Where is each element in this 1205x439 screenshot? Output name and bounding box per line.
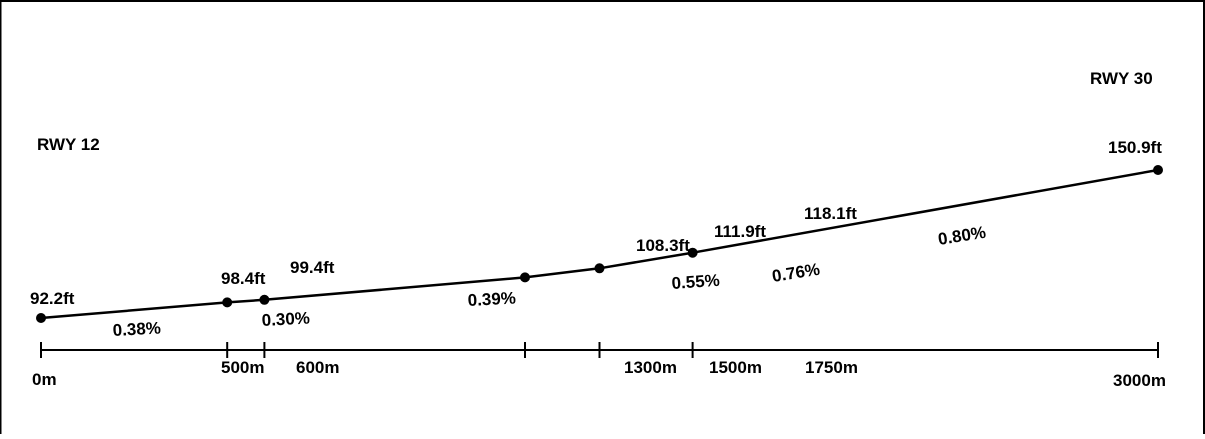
- runway-end-right-label: RWY 30: [1090, 69, 1153, 88]
- distance-label-600m: 600m: [296, 358, 339, 377]
- distance-ticks: [40, 342, 1159, 358]
- elevation-label-600m: 99.4ft: [290, 258, 335, 277]
- elevation-label-500m: 98.4ft: [221, 269, 266, 288]
- elevation-point-600m: [259, 294, 270, 305]
- elevation-label-1750m: 118.1ft: [804, 204, 857, 223]
- gradient-label-1750-3000: 0.80%: [937, 223, 988, 249]
- distance-label-500m: 500m: [221, 358, 264, 377]
- elevation-profile-line: [40, 168, 1159, 320]
- gradient-label-500-600: 0.30%: [261, 308, 310, 329]
- elevation-label-0m: 92.2ft: [30, 289, 75, 308]
- gradient-label-0-500: 0.38%: [112, 318, 161, 339]
- distance-label-3000m: 3000m: [1113, 371, 1166, 390]
- elevation-point-500m: [222, 297, 233, 308]
- elevation-point-1300m: [520, 272, 530, 283]
- elevation-points: [36, 165, 1163, 323]
- elevation-label-3000m: 150.9ft: [1108, 138, 1162, 157]
- gradient-label-1500-1750: 0.76%: [771, 260, 822, 286]
- runway-end-left-label: RWY 12: [37, 135, 100, 154]
- gradient-label-600-1300: 0.39%: [467, 288, 516, 309]
- distance-label-1750m: 1750m: [805, 358, 858, 377]
- elevation-point-1500m: [594, 263, 605, 274]
- elevation-point-0m: [36, 313, 46, 323]
- distance-label-0m: 0m: [32, 370, 57, 389]
- elevation-point-1750m: [687, 247, 698, 258]
- elevation-point-3000m: [1153, 165, 1163, 175]
- distance-label-1300m: 1300m: [624, 358, 677, 377]
- gradient-label-1300-1500: 0.55%: [671, 271, 720, 293]
- elevation-label-1300m: 108.3ft: [636, 236, 690, 255]
- distance-label-1500m: 1500m: [709, 358, 762, 377]
- elevation-label-1500m: 111.9ft: [714, 222, 766, 241]
